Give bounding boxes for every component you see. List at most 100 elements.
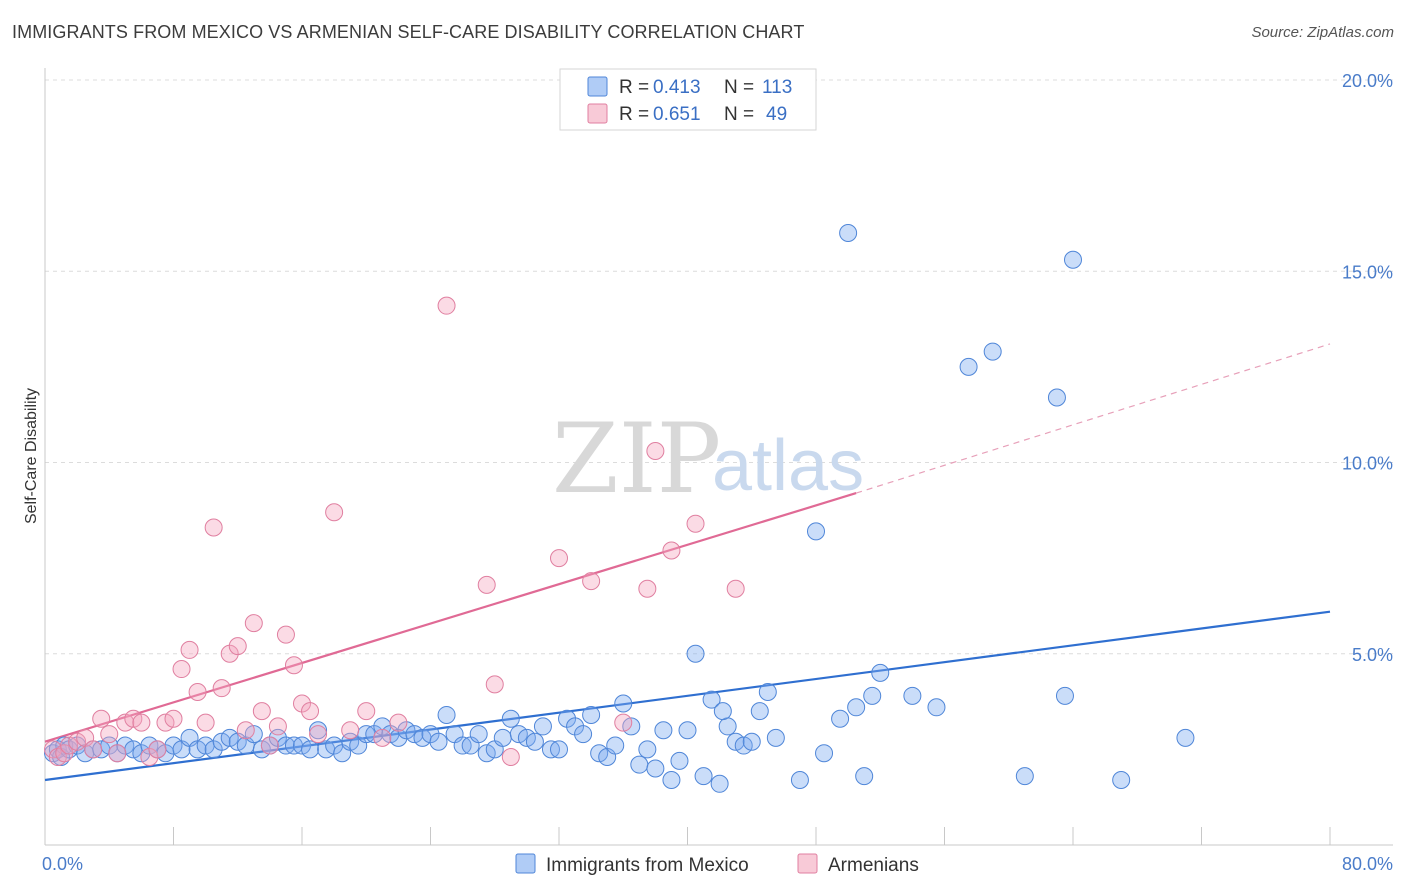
data-points (44, 224, 1195, 793)
legend-r-value-armenians: 0.651 (653, 104, 701, 125)
data-point (606, 736, 625, 755)
data-point (485, 675, 504, 694)
data-point (180, 640, 199, 659)
data-point (228, 637, 247, 656)
data-point (1112, 770, 1131, 789)
data-point (132, 713, 151, 732)
data-point (1055, 686, 1074, 705)
watermark-atlas: atlas (712, 426, 864, 506)
data-point (646, 442, 665, 461)
data-point (766, 728, 785, 747)
data-point (252, 702, 271, 721)
series-armenians (44, 296, 745, 767)
trend-line-extrapolated (855, 343, 1331, 494)
data-point (839, 224, 858, 242)
data-point (790, 770, 809, 789)
y-tick-labels: 5.0% 10.0% 15.0% 20.0% (1342, 71, 1393, 665)
bottom-legend-swatch-armenians (797, 853, 818, 874)
data-point (501, 709, 520, 728)
data-point (831, 709, 850, 728)
data-point (582, 572, 601, 591)
data-point (373, 728, 392, 747)
data-point (742, 732, 761, 751)
trend-line (44, 492, 857, 743)
data-point (188, 683, 207, 701)
data-point (758, 683, 777, 701)
chart-title: IMMIGRANTS FROM MEXICO VS ARMENIAN SELF-… (12, 22, 805, 42)
y-tick-label: 20.0% (1342, 71, 1393, 91)
data-point (815, 744, 834, 763)
data-point (437, 296, 456, 315)
data-point (662, 541, 681, 560)
data-point (501, 748, 520, 767)
bottom-legend-label-mexico: Immigrants from Mexico (546, 855, 749, 876)
data-point (574, 725, 593, 744)
data-point (1064, 250, 1082, 269)
trend-line (44, 610, 1331, 782)
data-point (164, 709, 183, 728)
data-point (582, 705, 601, 724)
data-point (550, 740, 568, 759)
data-point (341, 721, 360, 740)
data-point (477, 575, 496, 594)
data-point (284, 656, 303, 675)
data-point (959, 357, 978, 376)
data-point (92, 709, 111, 728)
data-point (1015, 767, 1034, 786)
data-point (855, 767, 874, 786)
data-point (713, 702, 732, 721)
legend-n-label-mexico: N = (724, 77, 754, 98)
watermark-zip: ZIP (552, 403, 721, 515)
data-point (871, 663, 890, 682)
data-point (718, 717, 737, 736)
data-point (686, 644, 705, 663)
data-point (429, 732, 448, 751)
data-point (309, 725, 328, 744)
data-point (212, 679, 231, 698)
data-point (678, 721, 697, 740)
data-point (84, 740, 103, 759)
data-point (702, 690, 721, 709)
data-point (493, 728, 512, 747)
legend-n-label-armenians: N = (724, 104, 754, 125)
legend-n-value-mexico: 113 (762, 77, 792, 98)
data-point (437, 705, 456, 724)
legend-swatch-armenians (587, 103, 608, 124)
y-axis-label: Self-Care Disability (23, 388, 40, 524)
data-point (236, 721, 255, 740)
data-point (903, 686, 922, 705)
data-point (276, 625, 295, 644)
data-point (172, 660, 191, 679)
legend-r-label-mexico: R = (619, 77, 649, 98)
data-point (533, 717, 552, 736)
legend-r-label-armenians: R = (619, 104, 649, 125)
legend-n-value-armenians: 49 (766, 104, 787, 125)
data-point (325, 503, 344, 522)
data-point (469, 725, 488, 744)
bottom-legend: Immigrants from Mexico Armenians (515, 853, 919, 876)
data-point (807, 522, 825, 541)
data-point (100, 725, 119, 744)
trend-lines (44, 343, 1331, 782)
data-point (710, 774, 729, 793)
data-point (357, 702, 376, 721)
data-point (148, 740, 167, 759)
data-point (670, 751, 689, 770)
grid-lines (45, 79, 1393, 655)
data-point (550, 549, 568, 568)
y-tick-label: 5.0% (1352, 645, 1393, 665)
legend-swatch-mexico (587, 76, 608, 97)
data-point (654, 721, 673, 740)
x-tick-labels: 0.0% 80.0% (42, 854, 1393, 874)
data-point (630, 755, 649, 774)
data-point (244, 614, 263, 633)
data-point (301, 702, 320, 721)
data-point (863, 686, 882, 705)
legend-r-value-mexico: 0.413 (653, 77, 701, 98)
data-point (389, 713, 408, 732)
watermark: ZIP atlas (552, 403, 864, 515)
data-point (983, 342, 1002, 361)
bottom-legend-swatch-mexico (515, 853, 536, 874)
data-point (1176, 728, 1195, 747)
